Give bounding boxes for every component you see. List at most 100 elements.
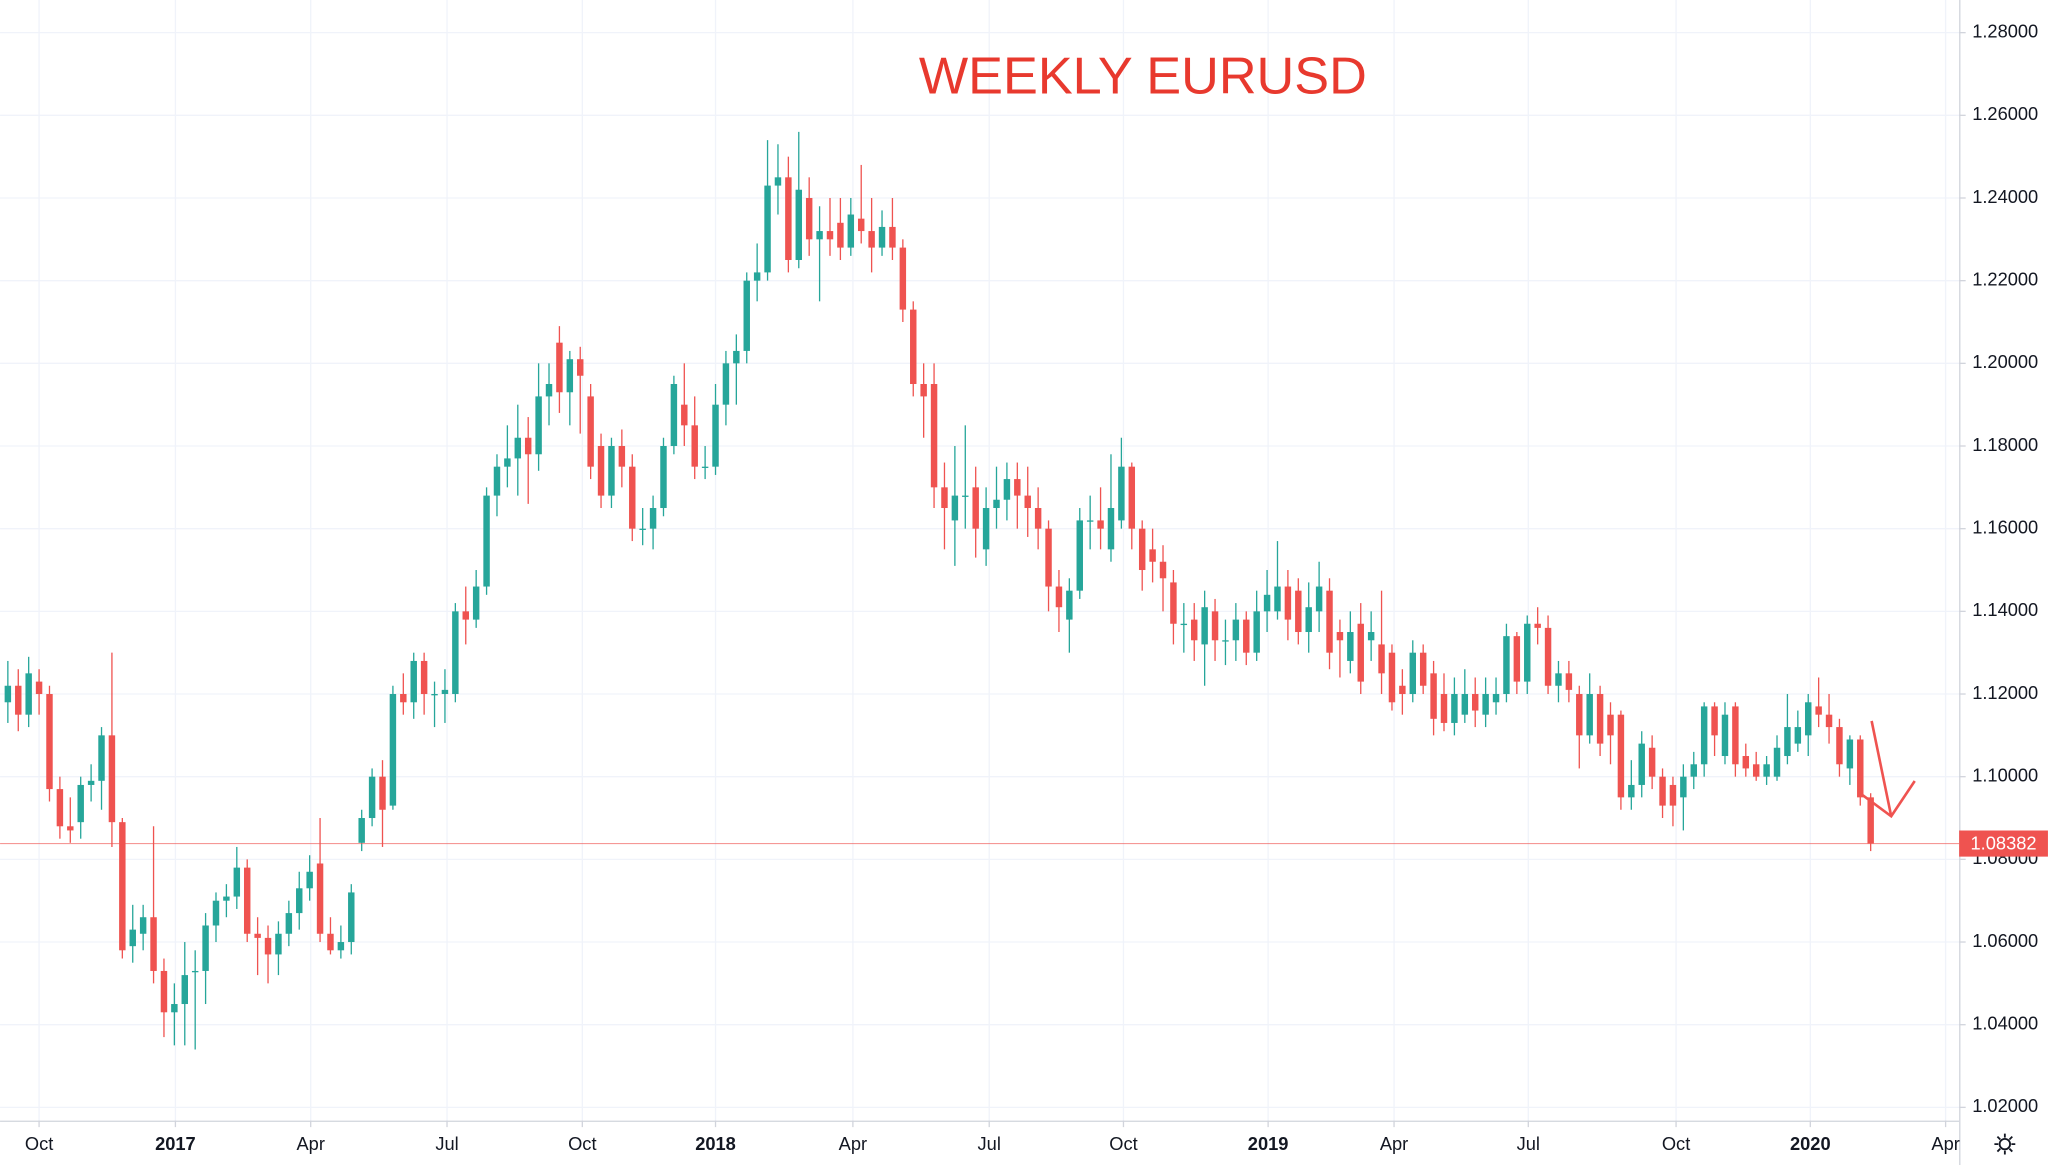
candle-body [67,826,74,831]
y-tick-label: 1.22000 [1972,268,2038,289]
candle-body [1659,776,1666,806]
y-tick-label: 1.18000 [1972,434,2038,455]
candle-body [1263,594,1271,612]
candle-body [1191,619,1198,641]
candle-body [587,396,594,467]
candle-body [743,280,750,351]
candle-body [1576,694,1583,736]
candle-body [1003,479,1011,500]
candle-body [1846,739,1854,769]
arrow-stroke [1860,780,1916,819]
candle-body [1086,520,1094,522]
candle-body [1034,508,1042,529]
candle-body [181,975,189,1005]
candle-body [764,185,771,273]
candle-body [1274,586,1281,612]
candle-body [1326,590,1333,653]
candle-body [1170,582,1177,624]
candle-body [681,404,688,426]
x-tick-label: Apr [1931,1133,1959,1154]
candle-body [296,888,303,914]
candle-body [1211,611,1219,641]
gear-center[interactable] [1998,1137,2011,1151]
candle-body [171,1004,178,1013]
axes: 1.020001.040001.060001.080001.100001.120… [25,20,2048,1154]
candle-body [597,446,605,496]
candle-body [1711,706,1718,736]
candle-body [1451,694,1458,723]
candle-body [1825,714,1833,728]
candle-body [1232,619,1240,641]
candle-body [1513,636,1521,682]
candle-body [566,359,574,393]
candle-body [1347,632,1354,661]
candle-body [472,586,480,620]
y-tick-label: 1.02000 [1972,1095,2038,1116]
candle-body [1607,714,1614,736]
x-tick-label: Apr [839,1133,867,1154]
arrow-stroke [1870,720,1893,817]
candle-body [816,231,823,240]
candle-body [982,508,990,550]
candle-body [87,780,95,785]
candle-body [379,776,386,810]
candle-body [1378,644,1385,674]
candle-body [420,660,428,695]
candle-body [910,309,917,385]
candle-body [826,231,834,240]
candle-body [1763,764,1770,777]
y-tick-label: 1.12000 [1972,682,2038,703]
grid [0,0,1960,1121]
candle-body [493,466,501,496]
candle-body [972,487,979,529]
candle-body [670,384,678,447]
candle-body [837,222,844,248]
candle-body [1752,764,1760,777]
candle-body [160,970,168,1013]
y-tick-label: 1.26000 [1972,103,2038,124]
candle-body [337,942,345,951]
last-price-box [1959,830,2048,857]
candle-body [150,917,157,971]
candle-body [1159,561,1167,579]
last-price-label: 1.08382 [1971,833,2037,854]
candle-body [660,446,667,509]
candle-body [1794,727,1802,744]
candle-body [1534,623,1541,628]
candle-body [1773,747,1781,777]
candle-body [1440,694,1448,723]
candle-body [857,218,865,232]
x-tick-label: Jul [435,1133,458,1154]
candle-body [1544,627,1552,686]
candle-body [1700,706,1708,765]
candle-body [4,685,12,703]
candle-body [556,342,563,393]
candle-body [358,818,365,843]
candle-body [805,197,813,240]
gear-teeth[interactable] [1994,1133,2016,1155]
candle-body [1430,673,1437,719]
candle-body [1836,727,1843,765]
candle-body [753,272,761,281]
candle-body [348,892,355,943]
candle-body [1305,607,1312,633]
candle-body [639,528,646,530]
candle-body [868,231,875,248]
candle-body [1503,636,1510,695]
candle-body [452,611,459,695]
candle-body [920,384,927,397]
candle-body [774,177,782,186]
candle-body [941,487,948,509]
y-tick-label: 1.16000 [1972,517,2038,538]
candle-body [1336,632,1344,641]
candle-body [1721,714,1729,757]
candle-body [327,933,334,951]
y-tick-label: 1.20000 [1972,351,2038,372]
y-tick-label: 1.14000 [1972,599,2038,620]
candle-body [691,425,698,467]
candle-body [1742,756,1750,769]
candle-body [649,508,657,529]
candle-body [1253,611,1260,653]
settings-icon[interactable] [1994,1133,2016,1155]
